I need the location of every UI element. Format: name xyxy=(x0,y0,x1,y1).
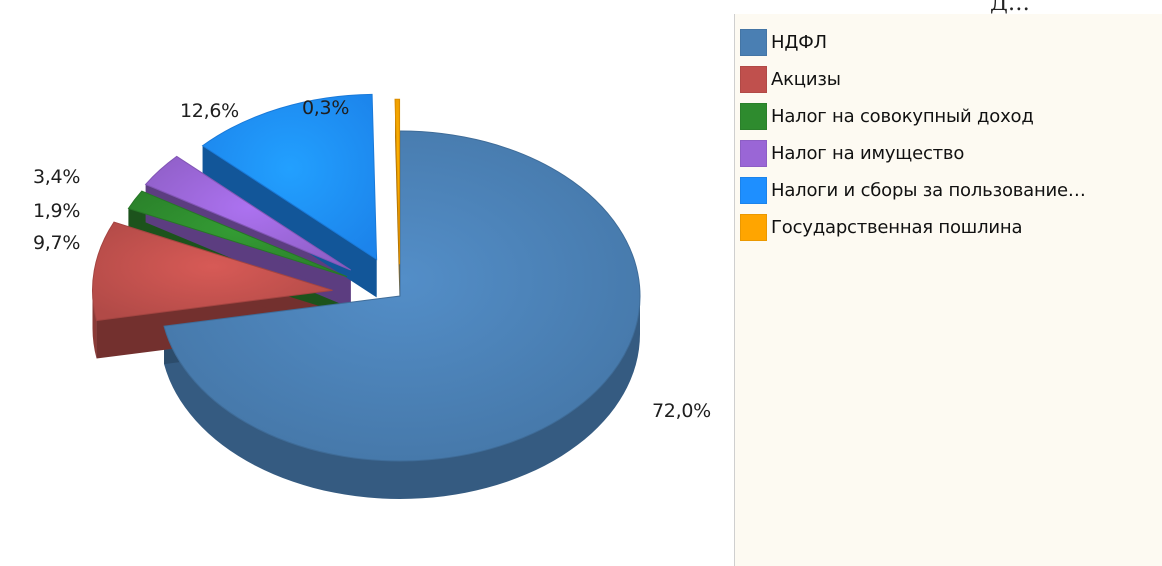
pie-slice-5 xyxy=(201,93,378,261)
legend-item-3: Налог на совокупный доход xyxy=(735,98,1162,135)
legend-item-4: Налог на имущество xyxy=(735,135,1162,172)
legend-swatch-2 xyxy=(740,66,767,93)
legend-label-6: Государственная пошлина xyxy=(771,217,1023,238)
legend-swatch-1 xyxy=(740,29,767,56)
pie-slice-1 xyxy=(163,130,641,462)
cropped-header-text: Д… xyxy=(990,0,1030,16)
legend-item-5: Налоги и сборы за пользование… xyxy=(735,172,1162,209)
legend-swatch-4 xyxy=(740,140,767,167)
data-label-1: 72,0% xyxy=(652,400,711,422)
legend-item-1: НДФЛ xyxy=(735,24,1162,61)
legend-item-2: Акцизы xyxy=(735,61,1162,98)
pie-chart-svg xyxy=(92,93,641,499)
pie-slice-6 xyxy=(394,98,401,265)
pie-slice-2 xyxy=(92,221,333,322)
legend-swatch-6 xyxy=(740,214,767,241)
data-label-4: 3,4% xyxy=(33,166,81,188)
data-label-6: 0,3% xyxy=(302,97,350,119)
pie-slice-3 xyxy=(127,190,348,278)
legend-swatch-5 xyxy=(740,177,767,204)
data-label-5: 12,6% xyxy=(180,100,239,122)
pie-slice-1-rim xyxy=(164,296,640,499)
data-label-2: 9,7% xyxy=(33,232,81,254)
legend-swatch-3 xyxy=(740,103,767,130)
legend-label-2: Акцизы xyxy=(771,69,841,90)
legend-label-5: Налоги и сборы за пользование… xyxy=(771,180,1086,201)
legend-label-4: Налог на имущество xyxy=(771,143,965,164)
legend-label-1: НДФЛ xyxy=(771,32,827,53)
legend-item-6: Государственная пошлина xyxy=(735,209,1162,246)
chart-legend: НДФЛ Акцизы Налог на совокупный доход Налог… xyxy=(734,14,1162,566)
pie-slice-4 xyxy=(144,155,352,271)
data-label-3: 1,9% xyxy=(33,200,81,222)
legend-label-3: Налог на совокупный доход xyxy=(771,106,1034,127)
pie-chart: 72,0% 9,7% 1,9% 3,4% 12,6% 0,3% xyxy=(33,93,711,499)
